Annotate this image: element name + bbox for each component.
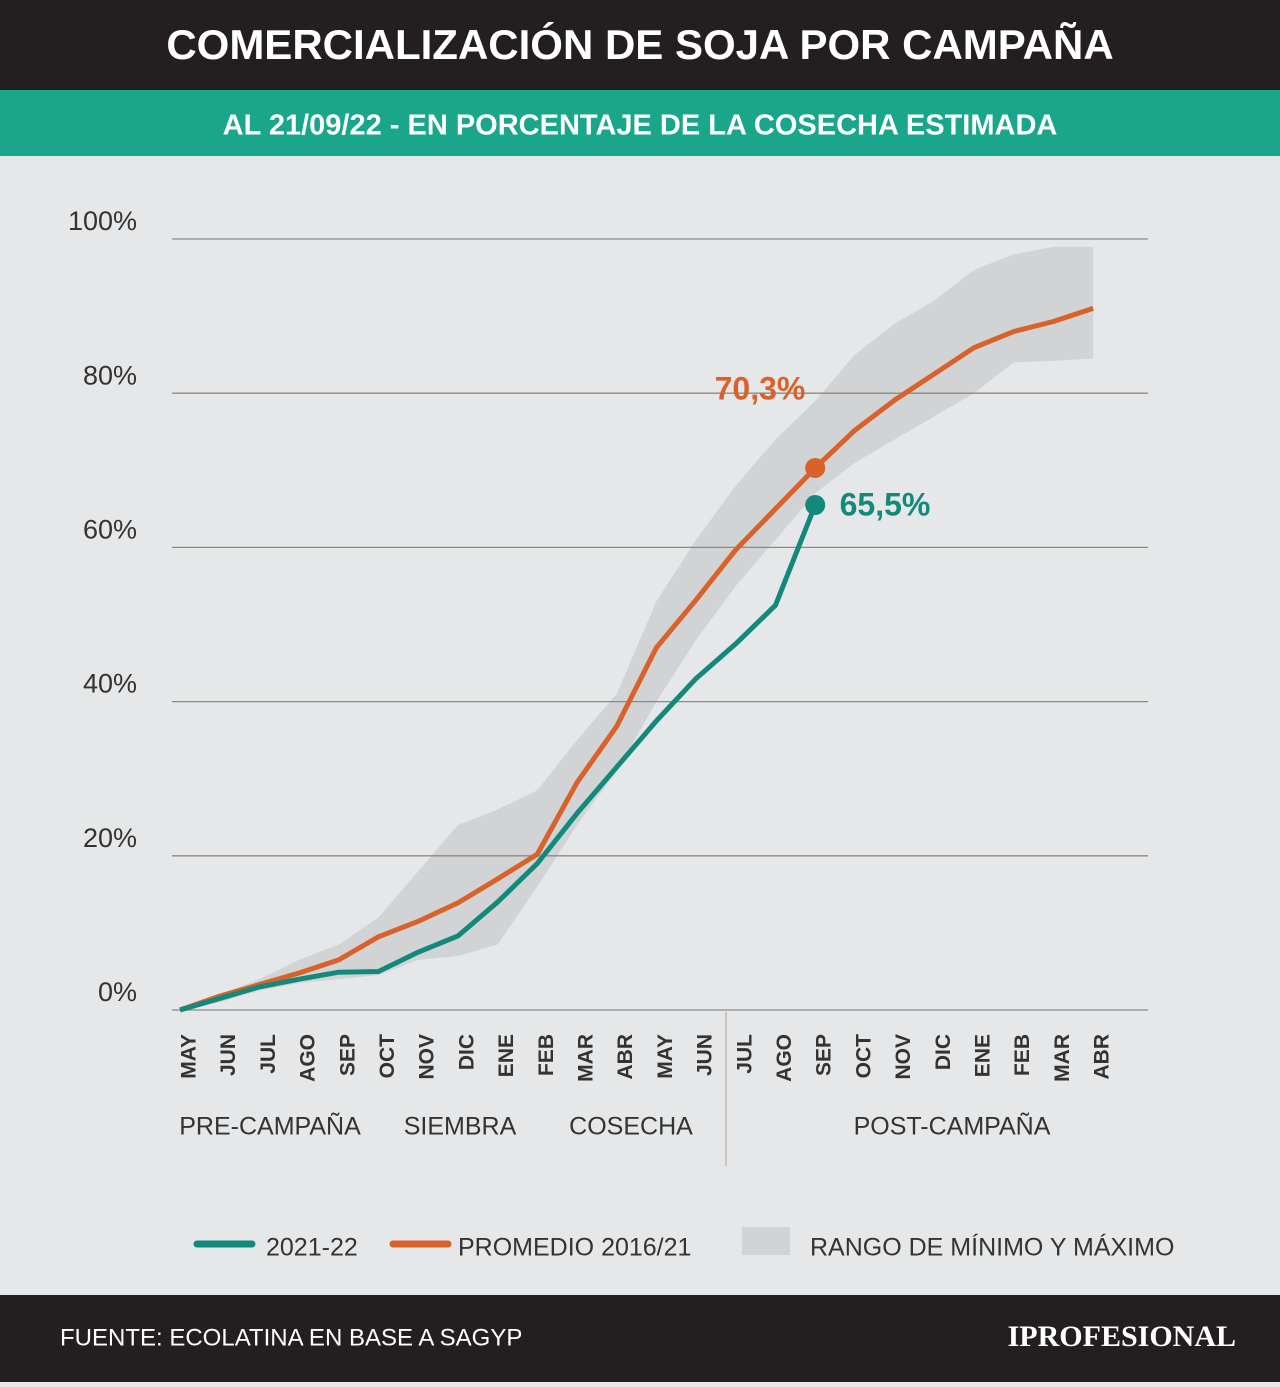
y-tick-label: 40% — [83, 669, 137, 699]
x-tick-label: DIC — [455, 1034, 478, 1070]
x-tick-label: JUN — [694, 1034, 717, 1076]
phase-label: POST-CAMPAÑA — [854, 1112, 1051, 1141]
x-tick-label: FEB — [535, 1034, 558, 1076]
phase-label: SIEMBRA — [404, 1113, 517, 1141]
x-tick-label: OCT — [852, 1034, 875, 1079]
y-tick-label: 80% — [83, 360, 137, 390]
x-tick-label: MAR — [1051, 1034, 1074, 1082]
highlight-point — [805, 494, 826, 515]
annotation: 65,5% — [840, 486, 931, 522]
annotation: 70,3% — [715, 370, 806, 406]
x-tick-label: DIC — [932, 1034, 955, 1070]
x-tick-label: SEP — [813, 1034, 836, 1076]
x-tick-label: NOV — [892, 1034, 915, 1080]
footer-bar — [0, 1295, 1280, 1382]
brand-logo: IPROFESIONAL — [1008, 1320, 1236, 1353]
x-tick-label: ABR — [614, 1034, 637, 1080]
y-tick-label: 60% — [83, 515, 137, 545]
x-tick-label: SEP — [336, 1034, 359, 1076]
x-tick-label: MAY — [654, 1034, 677, 1079]
x-tick-label: JUL — [257, 1034, 280, 1074]
legend-label: PROMEDIO 2016/21 — [458, 1234, 691, 1262]
x-tick-label: ENE — [972, 1034, 995, 1077]
chart-title: COMERCIALIZACIÓN DE SOJA POR CAMPAÑA — [166, 20, 1113, 68]
x-tick-label: FEB — [1011, 1034, 1034, 1076]
subtitle-bar — [0, 90, 1280, 156]
highlight-point — [805, 457, 826, 478]
chart-subtitle: AL 21/09/22 - EN PORCENTAJE DE LA COSECH… — [223, 110, 1058, 142]
x-tick-label: ENE — [495, 1034, 518, 1077]
header-bar — [0, 0, 1280, 90]
legend-label: RANGO DE MÍNIMO Y MÁXIMO — [810, 1233, 1174, 1262]
y-tick-label: 20% — [83, 823, 137, 853]
y-tick-label: 0% — [98, 977, 137, 1007]
x-tick-label: MAY — [178, 1034, 201, 1079]
series-line — [179, 306, 1094, 1013]
range-band — [180, 246, 1094, 1010]
x-tick-label: AGO — [773, 1034, 796, 1082]
y-tick-label: 100% — [68, 206, 137, 236]
x-tick-label: MAR — [575, 1034, 598, 1082]
series-line — [179, 504, 818, 1013]
x-tick-label: JUN — [217, 1034, 240, 1076]
x-tick-label: JUL — [733, 1034, 756, 1074]
phase-label: COSECHA — [569, 1113, 693, 1141]
source: FUENTE: ECOLATINA EN BASE A SAGYP — [60, 1324, 522, 1351]
x-tick-label: NOV — [416, 1034, 439, 1080]
legend-swatch — [742, 1227, 790, 1255]
legend-label: 2021-22 — [266, 1234, 358, 1262]
x-tick-label: AGO — [297, 1034, 320, 1082]
phase-label: PRE-CAMPAÑA — [179, 1112, 361, 1141]
x-tick-label: ABR — [1091, 1034, 1114, 1080]
x-tick-label: OCT — [376, 1034, 399, 1079]
